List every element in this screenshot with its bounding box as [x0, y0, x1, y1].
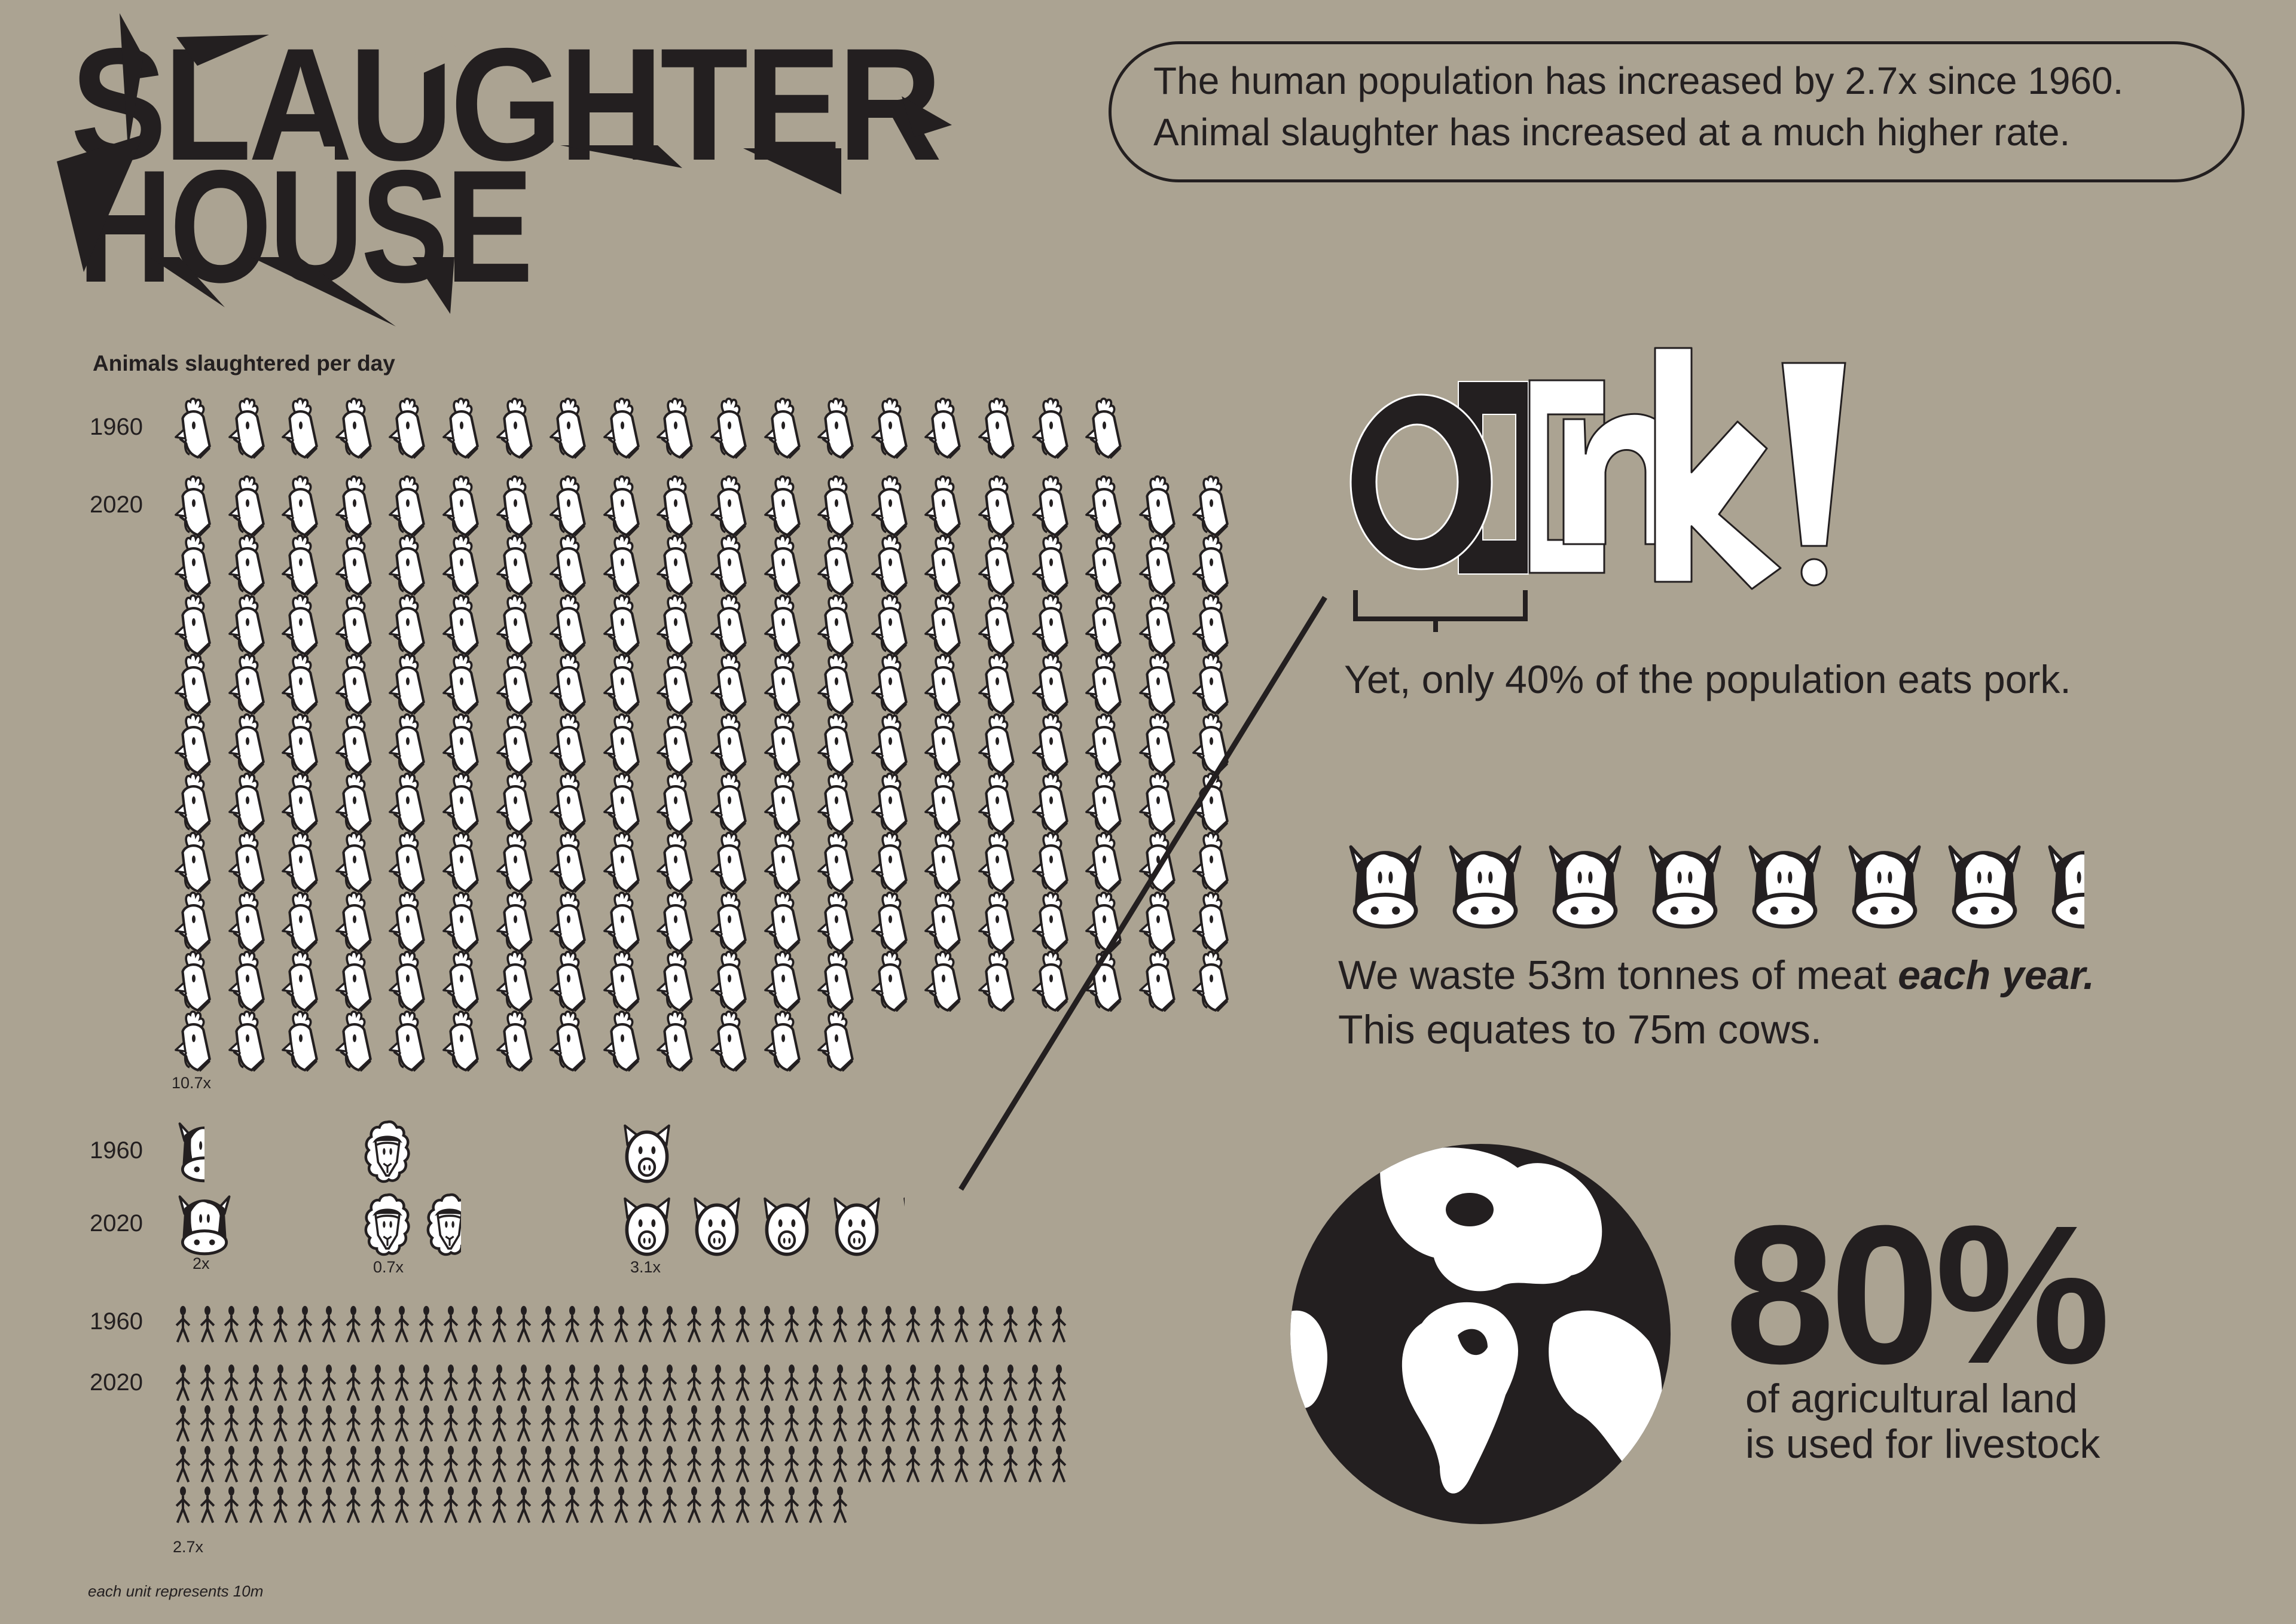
- ratio-label-chicken: 10.7x: [172, 1074, 212, 1092]
- land-percent: 80%: [1725, 1184, 2110, 1405]
- ratio-label-cow: 2x: [193, 1254, 210, 1272]
- waste-line-2: This equates to 75m cows.: [1338, 1007, 1822, 1052]
- waste-emphasis: each year.: [1898, 953, 2095, 998]
- cow-icon: [1843, 844, 1926, 929]
- title-shards: [57, 13, 952, 326]
- cow-icon: [1644, 844, 1726, 929]
- chart-title: Animals slaughtered per day: [93, 351, 395, 376]
- pork-caption: Yet, only 40% of the population eats por…: [1344, 657, 2071, 701]
- year-label: 2020: [90, 1210, 143, 1237]
- callout-line-2: Animal slaughter has increased at a much…: [1153, 111, 2071, 154]
- year-label: 2020: [90, 492, 143, 518]
- cow-icon: [1943, 844, 2026, 929]
- callout-line-1: The human population has increased by 2.…: [1153, 59, 2124, 102]
- cow-icon: [2043, 844, 2084, 929]
- land-line-2: is used for livestock: [1745, 1421, 2100, 1467]
- ratio-label-pig: 3.1x: [630, 1258, 661, 1276]
- cow-icon: [1444, 844, 1526, 929]
- year-label: 1960: [90, 414, 143, 440]
- year-label: 2020: [90, 1369, 143, 1396]
- cow-icon: [1544, 844, 1626, 929]
- year-label: 1960: [90, 1137, 143, 1164]
- waste-line-1: We waste 53m tonnes of meat each year.: [1338, 952, 2095, 999]
- year-label: 1960: [90, 1308, 143, 1335]
- land-line-1: of agricultural land: [1745, 1376, 2078, 1421]
- waste-line-1-text: We waste 53m tonnes of meat: [1338, 953, 1898, 998]
- ratio-label-sheep: 0.7x: [373, 1258, 404, 1276]
- poster-title: SLAUGHTER HOUSE: [0, 0, 981, 335]
- cow-icon: [1744, 844, 1826, 929]
- ratio-label-person: 2.7x: [173, 1538, 204, 1556]
- unit-note: each unit represents 10m: [88, 1582, 264, 1600]
- cow-pattern-globe: [1290, 1144, 1671, 1524]
- callout-bubble: The human population has increased by 2.…: [1109, 41, 2245, 182]
- cow-icon: [1344, 844, 1427, 929]
